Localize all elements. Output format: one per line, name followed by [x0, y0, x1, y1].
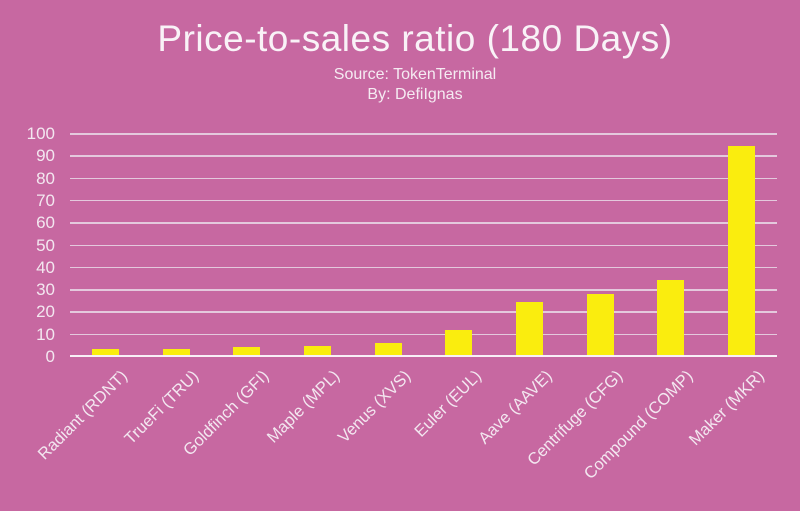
y-tick-label-20: 20 [36, 302, 55, 322]
gridline-90 [70, 155, 777, 157]
bar-radiant-rdnt [91, 349, 119, 356]
bar-venus-xvs [374, 342, 402, 356]
bar-euler-eul [445, 330, 473, 356]
y-tick-label-70: 70 [36, 190, 55, 210]
y-tick-label-10: 10 [36, 324, 55, 344]
bar-aave-aave [516, 302, 544, 356]
y-tick-label-0: 0 [45, 347, 55, 366]
y-tick-label-40: 40 [36, 257, 55, 277]
y-tick-label-80: 80 [36, 168, 55, 188]
gridline-100 [70, 133, 777, 135]
bar-truefi-tru [162, 349, 190, 356]
y-tick-label-50: 50 [36, 235, 55, 255]
chart-byline: By: DefiIgnas [367, 86, 463, 103]
gridline-80 [70, 177, 777, 180]
gridline-70 [70, 199, 777, 202]
gridline-60 [70, 222, 777, 224]
plot-area [70, 133, 777, 357]
bar-compound-comp [657, 280, 685, 356]
y-tick-label-100: 100 [26, 124, 55, 143]
chart-source-line: Source: TokenTerminal [333, 66, 497, 83]
x-tick-label-maker-mkr: Maker (MKR) [685, 367, 768, 450]
gridline-50 [70, 244, 777, 246]
gridline-20 [70, 311, 777, 313]
x-tick-label-venus-xvs: Venus (XVS) [334, 367, 414, 447]
x-axis-line [70, 354, 777, 357]
x-tick-label-maple-mpl: Maple (MPL) [263, 367, 344, 447]
chart-title: Price-to-sales ratio (180 Days) [157, 18, 673, 59]
bar-maker-mkr [728, 146, 756, 356]
x-tick-label-radiant-rdnt: Radiant (RDNT) [34, 367, 132, 464]
bar-centrifuge-cfg [586, 293, 614, 356]
y-tick-label-60: 60 [36, 213, 55, 233]
gridline-10 [70, 333, 777, 336]
bar-maple-mpl [303, 345, 331, 356]
bar-goldfinch-gfi [233, 347, 261, 356]
y-tick-label-30: 30 [36, 280, 55, 300]
x-tick-label-euler-eul: Euler (EUL) [410, 367, 485, 441]
y-tick-label-90: 90 [36, 146, 55, 166]
gridline-40 [70, 266, 777, 269]
gridline-30 [70, 289, 777, 291]
